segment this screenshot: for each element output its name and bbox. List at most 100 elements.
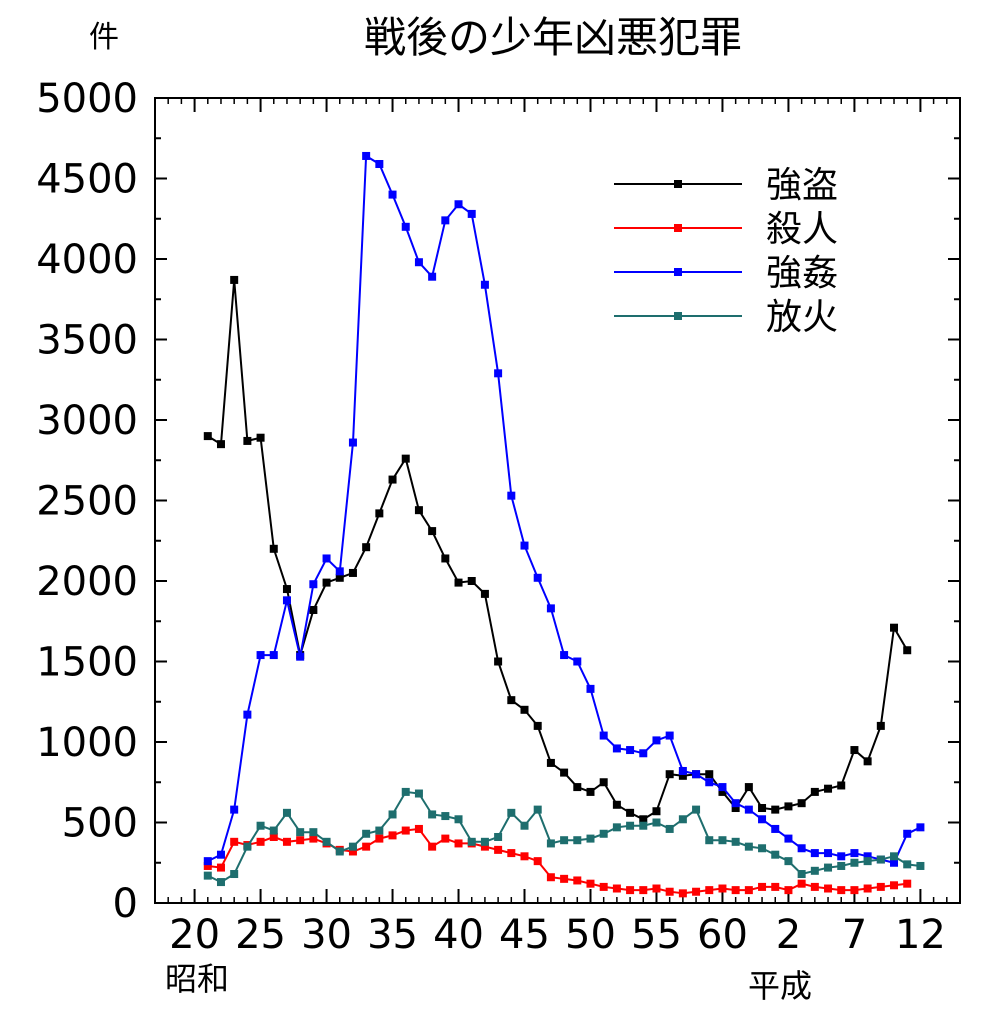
data-point xyxy=(533,573,542,582)
legend-label: 殺人 xyxy=(766,209,838,250)
data-point xyxy=(678,889,687,898)
data-point xyxy=(560,836,569,845)
data-point xyxy=(784,886,793,895)
x-tick-label: 20 xyxy=(169,912,220,958)
data-point xyxy=(560,651,569,660)
data-point xyxy=(230,837,239,846)
data-point xyxy=(876,882,885,891)
data-point xyxy=(428,527,437,536)
data-point xyxy=(269,826,278,835)
data-point xyxy=(375,509,384,518)
data-point xyxy=(441,812,450,821)
data-point xyxy=(216,878,225,887)
data-point xyxy=(388,190,397,199)
y-tick-label: 4000 xyxy=(36,237,138,283)
data-point xyxy=(230,275,239,284)
data-point xyxy=(797,844,806,853)
data-point xyxy=(626,886,635,895)
data-point xyxy=(758,882,767,891)
data-point xyxy=(454,815,463,824)
data-point xyxy=(520,821,529,830)
x-tick-label: 40 xyxy=(433,912,484,958)
data-point xyxy=(322,554,331,563)
data-point xyxy=(533,857,542,866)
data-point xyxy=(309,828,318,837)
data-point xyxy=(362,842,371,851)
data-point xyxy=(612,800,621,809)
data-point xyxy=(230,805,239,814)
data-point xyxy=(652,884,661,893)
data-point xyxy=(401,454,410,463)
data-point xyxy=(665,887,674,896)
data-point xyxy=(771,824,780,833)
data-point xyxy=(520,705,529,714)
data-point xyxy=(837,886,846,895)
data-point xyxy=(850,849,859,858)
data-point xyxy=(216,850,225,859)
data-point xyxy=(348,438,357,447)
data-point xyxy=(322,578,331,587)
data-point xyxy=(520,852,529,861)
x-tick-label: 2 xyxy=(776,912,801,958)
data-point xyxy=(507,491,516,500)
data-point xyxy=(401,222,410,231)
data-point xyxy=(692,805,701,814)
data-point xyxy=(890,852,899,861)
data-point xyxy=(269,651,278,660)
y-tick-label: 3500 xyxy=(36,318,138,364)
x-tick-label: 60 xyxy=(697,912,748,958)
data-point xyxy=(652,807,661,816)
data-point xyxy=(296,836,305,845)
y-axis: 0 500 1000 1500 2000 2500 3000 3500 4000 4500 5000 xyxy=(36,76,960,927)
data-point xyxy=(388,831,397,840)
data-point xyxy=(810,787,819,796)
data-point xyxy=(480,837,489,846)
data-point xyxy=(692,887,701,896)
data-point xyxy=(573,836,582,845)
data-point xyxy=(362,543,371,552)
data-point xyxy=(296,828,305,837)
data-point xyxy=(744,842,753,851)
data-point xyxy=(573,783,582,792)
y-unit-label: 件 xyxy=(89,20,119,55)
data-point xyxy=(863,852,872,861)
data-point xyxy=(771,850,780,859)
data-point xyxy=(494,845,503,854)
data-point xyxy=(665,770,674,779)
data-point xyxy=(454,200,463,209)
data-point xyxy=(718,884,727,893)
data-point xyxy=(467,577,476,585)
y-tick-label: 500 xyxy=(62,801,138,847)
data-point xyxy=(428,272,437,281)
data-point xyxy=(335,573,344,582)
series-放火 xyxy=(203,787,925,887)
era-label-showa: 昭和 xyxy=(165,960,229,998)
data-point xyxy=(282,596,291,605)
y-tick-label: 3000 xyxy=(36,398,138,444)
data-point xyxy=(507,808,516,817)
data-point xyxy=(665,824,674,833)
data-point xyxy=(348,847,357,856)
data-point xyxy=(771,805,780,814)
data-point xyxy=(903,646,912,655)
data-point xyxy=(546,839,555,848)
data-point xyxy=(850,858,859,867)
data-point xyxy=(414,789,423,798)
data-point xyxy=(560,874,569,883)
series-強盗 xyxy=(203,275,912,824)
data-point xyxy=(203,432,212,441)
data-point xyxy=(414,506,423,515)
data-point xyxy=(480,842,489,851)
data-point xyxy=(348,842,357,851)
data-point xyxy=(243,842,252,851)
data-point xyxy=(348,568,357,577)
data-point xyxy=(362,151,371,160)
data-point xyxy=(243,436,252,445)
data-point xyxy=(494,369,503,378)
x-tick-label: 45 xyxy=(499,912,550,958)
data-point xyxy=(731,837,740,846)
data-point xyxy=(903,829,912,838)
data-point xyxy=(414,824,423,833)
data-point xyxy=(639,886,648,895)
data-point xyxy=(718,836,727,845)
